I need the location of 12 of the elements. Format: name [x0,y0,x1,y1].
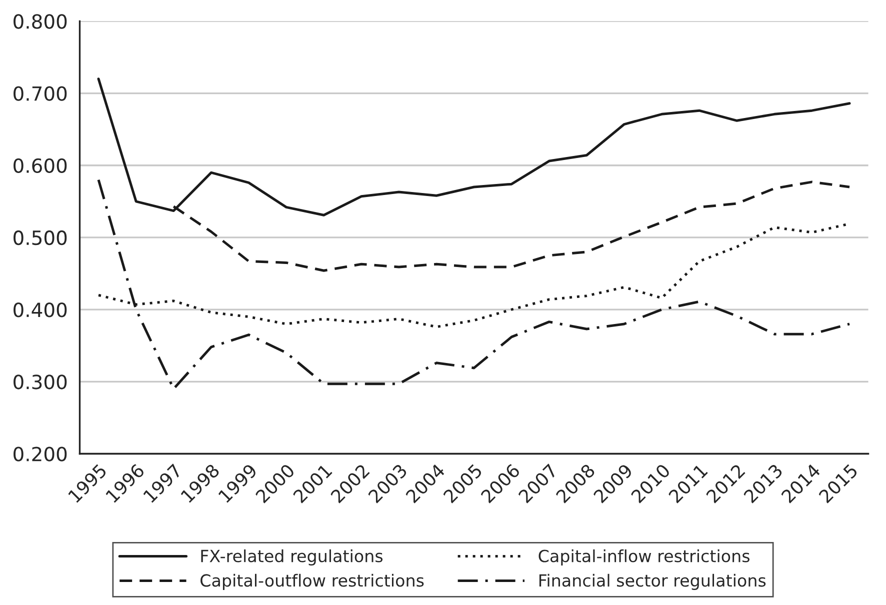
legend-label: Capital-inflow restrictions [538,549,750,566]
y-tick-label: 0.200 [14,446,67,462]
legend-label: Financial sector regulations [539,574,766,590]
legend-label: FX-related regulations [201,549,383,566]
y-tick-label: 0.500 [14,230,67,246]
y-tick-label: 0.800 [14,14,67,29]
legend-label: Capital-outflow restrictions [200,574,424,590]
y-tick-label: 0.300 [14,374,67,390]
y-tick-label: 0.600 [14,158,67,174]
y-tick-label: 0.700 [14,86,67,101]
line-series [97,178,851,390]
y-tick-label: 0.400 [14,302,67,318]
